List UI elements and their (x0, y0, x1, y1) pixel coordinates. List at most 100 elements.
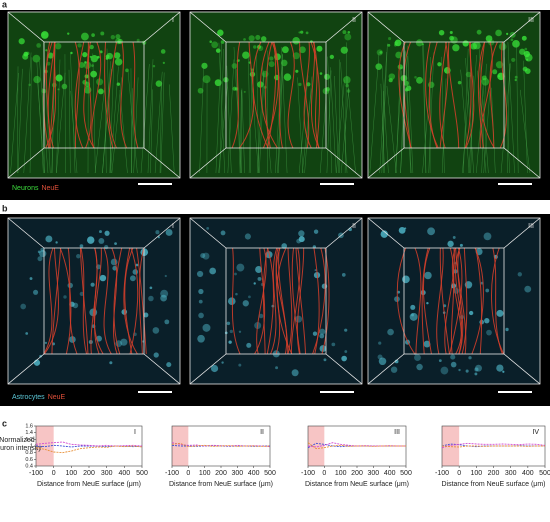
x-tick-label: -100 (435, 470, 449, 477)
astrocyte-blob (281, 243, 288, 249)
astrocyte-blob (438, 359, 442, 363)
fiber (47, 41, 56, 149)
astrocyte-blob (109, 361, 113, 365)
series-line (307, 442, 406, 450)
astrocyte-blob (404, 227, 407, 230)
dendrite (278, 66, 284, 174)
chart-title: I (134, 429, 136, 436)
y-tick-label: 1 (30, 443, 33, 449)
dendrite (326, 70, 332, 174)
dendrite (405, 50, 412, 174)
fiber (312, 41, 320, 149)
series-line (35, 441, 143, 447)
fiber (449, 247, 463, 355)
astrocyte-blob (450, 361, 457, 368)
x-tick-label: 200 (351, 470, 363, 477)
neuron-blob (319, 72, 323, 75)
dendrite (507, 42, 515, 174)
neuron-blob (298, 82, 302, 87)
astrocyte-blob (426, 301, 429, 305)
dendrite (422, 45, 427, 174)
astrocyte-blob (440, 366, 449, 375)
fiber (439, 41, 449, 149)
astrocyte-blob (166, 362, 172, 368)
legend-entry: NeuE (41, 185, 59, 192)
wireframe (189, 353, 227, 385)
image-subpanel: I (7, 217, 181, 385)
fiber (138, 247, 145, 355)
astrocyte-blob (484, 318, 490, 324)
neuron-blob (323, 73, 331, 80)
neuron-blob (342, 30, 347, 35)
astrocyte-blob (135, 263, 139, 267)
neuron-blob (116, 82, 121, 86)
wireframe (143, 353, 181, 385)
astrocyte-blob (291, 369, 299, 377)
dendrite (298, 75, 309, 174)
dendrite (43, 42, 51, 174)
astrocyte-blob (196, 270, 204, 278)
dendrite (23, 52, 32, 174)
astrocyte-blob (496, 364, 504, 372)
neuron-blob (160, 49, 166, 54)
x-tick-label: 200 (488, 470, 500, 477)
neuron-blob (472, 41, 481, 50)
astrocyte-blob (468, 356, 472, 360)
shaded-region (442, 426, 460, 466)
y-tick-label: 1.4 (25, 430, 33, 436)
astrocyte-blob (496, 309, 504, 317)
y-tick-label: 0.4 (25, 463, 33, 469)
astrocyte-blob (298, 236, 305, 243)
astrocyte-blob (452, 236, 456, 239)
wireframe (189, 11, 363, 179)
fiber (428, 41, 438, 149)
astrocyte-blob (235, 292, 238, 296)
image-tile (8, 12, 180, 178)
fiber (439, 247, 450, 355)
wireframe (503, 11, 541, 43)
neuron-blob (462, 40, 469, 47)
x-tick-label: 300 (505, 470, 517, 477)
astrocyte-blob (44, 341, 48, 345)
dendrite (381, 43, 388, 174)
fiber (479, 41, 495, 149)
neuron-blob (492, 69, 498, 75)
astrocyte-blob (295, 315, 303, 323)
astrocyte-blob (202, 323, 211, 332)
neuron-blob (387, 43, 391, 47)
astrocyte-blob (465, 369, 469, 373)
x-tick-label: 500 (539, 470, 550, 477)
neuron-blob (510, 38, 514, 42)
neuron-blob (78, 62, 85, 69)
astrocyte-blob (298, 230, 305, 237)
wireframe (7, 353, 45, 385)
astrocyte-blob (398, 226, 406, 234)
astrocyte-blob (474, 367, 479, 372)
x-tick-label: 400 (522, 470, 534, 477)
neuron-blob (298, 31, 301, 34)
astrocyte-blob (238, 330, 242, 333)
dendrite (369, 51, 380, 174)
dendrite (131, 88, 133, 174)
fiber (491, 247, 505, 355)
astrocyte-blob (210, 364, 219, 373)
wireframe (403, 247, 505, 355)
dendrite (327, 56, 332, 174)
wireframe (143, 217, 181, 249)
dendrite (226, 65, 232, 174)
neuron-blob (524, 53, 533, 62)
fiber (239, 41, 255, 149)
astrocyte-blob (258, 313, 264, 319)
neuron-blob (202, 75, 211, 84)
dendrite (248, 56, 251, 174)
neuron-blob (292, 37, 300, 45)
astrocyte-blob (110, 258, 118, 266)
fiber (79, 247, 89, 355)
astrocyte-blob (99, 274, 107, 282)
astrocyte-blob (143, 312, 149, 318)
dendrite (239, 90, 242, 174)
fiber (273, 41, 283, 149)
fiber (83, 41, 95, 149)
dendrite (507, 63, 510, 174)
neuron-blob (114, 58, 123, 66)
